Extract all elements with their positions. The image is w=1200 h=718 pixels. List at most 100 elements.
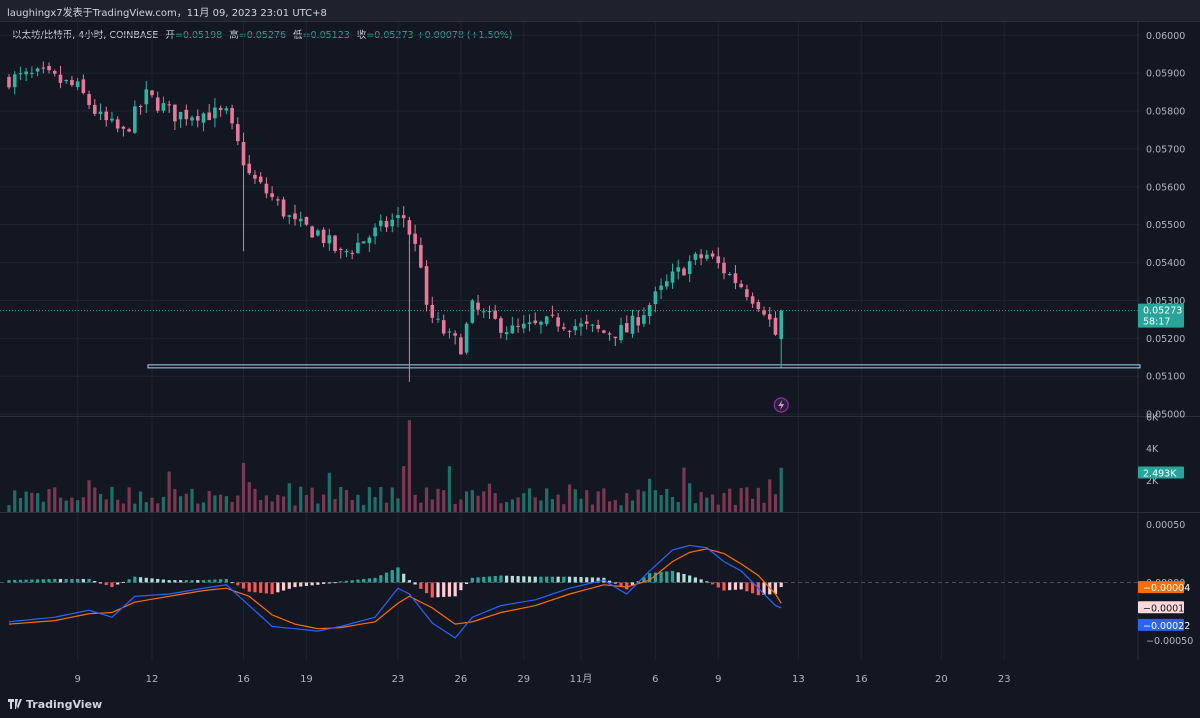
histogram-bar bbox=[402, 573, 406, 583]
volume-bar bbox=[608, 501, 612, 512]
volume-bar bbox=[728, 488, 732, 512]
volume-bar bbox=[41, 501, 45, 512]
histogram-bar bbox=[41, 579, 45, 583]
volume-bar bbox=[396, 498, 400, 512]
support-line bbox=[147, 364, 1141, 369]
volume-bar bbox=[161, 496, 166, 512]
histogram-bar bbox=[53, 578, 57, 583]
candle bbox=[81, 79, 86, 94]
candle bbox=[104, 111, 109, 121]
chart-canvas[interactable]: 0.06000 0.05900 0.05800 0.05700 0.05600 0.055… bbox=[0, 0, 1200, 693]
volume-bar bbox=[116, 499, 120, 512]
candle bbox=[487, 311, 492, 313]
volume-bar bbox=[459, 499, 463, 512]
candle bbox=[624, 323, 629, 333]
volume-bar bbox=[390, 487, 394, 512]
histogram-bar bbox=[173, 580, 177, 583]
candle bbox=[310, 226, 314, 238]
histogram-bar bbox=[442, 582, 446, 597]
histogram-bar bbox=[653, 572, 657, 583]
candle bbox=[373, 227, 377, 237]
volume-bar bbox=[350, 499, 354, 512]
histogram-bar bbox=[573, 576, 577, 583]
volume-bar bbox=[322, 494, 326, 512]
histogram-bar bbox=[196, 580, 200, 583]
candle bbox=[705, 254, 709, 259]
volume-bar bbox=[447, 466, 452, 512]
histogram-bar bbox=[705, 581, 709, 583]
lightning-glyph bbox=[778, 400, 785, 410]
volume-bar bbox=[167, 471, 171, 512]
volume-bar bbox=[688, 483, 692, 512]
histogram-bar bbox=[24, 579, 28, 583]
histogram-bar bbox=[362, 578, 366, 583]
histogram-bar bbox=[304, 582, 309, 586]
histogram-bar bbox=[224, 578, 228, 583]
histogram-bar bbox=[779, 582, 783, 588]
volume-bar bbox=[465, 491, 469, 512]
candle bbox=[236, 124, 240, 142]
volume-bar bbox=[745, 487, 749, 512]
volume-bar bbox=[482, 491, 486, 512]
histogram-bar bbox=[76, 578, 80, 583]
candle bbox=[24, 71, 28, 75]
histogram-bar bbox=[373, 577, 377, 583]
volume-bar bbox=[76, 500, 80, 512]
histogram-bar bbox=[419, 582, 423, 589]
candle bbox=[390, 219, 395, 227]
candle bbox=[739, 283, 743, 288]
price-tick: 0.05500 bbox=[1146, 220, 1185, 231]
volume-bar bbox=[373, 497, 377, 512]
volume-bar bbox=[184, 493, 188, 512]
histogram-badge-text: −0.00004 bbox=[1143, 583, 1190, 594]
volume-bar bbox=[207, 490, 211, 512]
candle bbox=[396, 215, 400, 218]
candle bbox=[687, 261, 692, 274]
candle bbox=[133, 106, 137, 133]
candle bbox=[213, 107, 217, 119]
candle bbox=[287, 215, 292, 217]
candle bbox=[596, 324, 600, 329]
volume-bar bbox=[190, 488, 194, 512]
histogram-bar bbox=[550, 576, 554, 583]
histogram-bar bbox=[230, 582, 234, 584]
volume-bar bbox=[213, 495, 217, 512]
candle bbox=[276, 199, 280, 201]
volume-bar bbox=[47, 489, 51, 512]
histogram-bar bbox=[344, 580, 349, 583]
histogram-bar bbox=[150, 578, 154, 583]
histogram-bar bbox=[184, 580, 188, 583]
histogram-bar bbox=[116, 582, 120, 585]
volume-bar bbox=[281, 496, 286, 512]
candle bbox=[293, 213, 297, 220]
histogram-bar bbox=[316, 582, 320, 585]
signal-badge-text: −0.00018 bbox=[1143, 603, 1190, 614]
volume-bar bbox=[81, 497, 85, 512]
candle bbox=[424, 266, 429, 305]
time-tick: 19 bbox=[300, 674, 313, 685]
candle bbox=[607, 333, 612, 335]
volume-bar bbox=[179, 496, 183, 512]
volume-bar bbox=[24, 491, 28, 512]
histogram-bar bbox=[219, 579, 223, 583]
candle bbox=[522, 323, 526, 329]
tradingview-logo[interactable]: TradingView bbox=[8, 698, 102, 711]
price-tick: 0.05100 bbox=[1146, 372, 1185, 383]
histogram-bar bbox=[276, 582, 280, 593]
histogram-bar bbox=[476, 577, 480, 583]
histogram-bar bbox=[293, 582, 297, 588]
time-tick: 20 bbox=[935, 674, 948, 685]
candle bbox=[682, 268, 686, 276]
candle bbox=[138, 105, 143, 107]
histogram-bar bbox=[127, 579, 131, 583]
volume-bar bbox=[270, 501, 274, 512]
signal-line bbox=[8, 548, 782, 630]
histogram-bar bbox=[13, 579, 17, 583]
histogram-bar bbox=[699, 579, 703, 583]
candle bbox=[659, 285, 663, 290]
candle bbox=[773, 317, 778, 335]
histogram-bar bbox=[745, 582, 749, 592]
publish-info: laughingx7发表于TradingView.com，11月 09, 202… bbox=[7, 8, 327, 19]
volume-bar bbox=[539, 500, 543, 512]
candle bbox=[499, 318, 503, 333]
